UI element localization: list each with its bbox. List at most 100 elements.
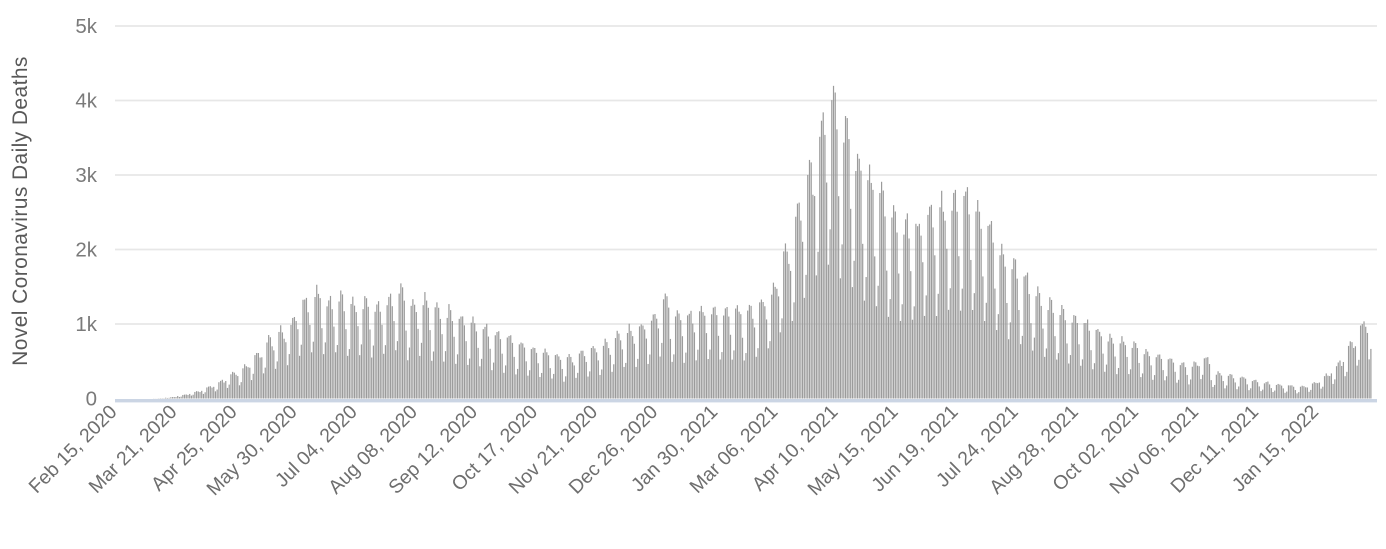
daily-deaths-bar [582, 350, 584, 399]
daily-deaths-bar [735, 308, 737, 399]
daily-deaths-bar [1008, 339, 1010, 399]
daily-deaths-bar [985, 302, 987, 399]
daily-deaths-bar [1356, 365, 1358, 399]
daily-deaths-bar [1287, 385, 1290, 399]
daily-deaths-bar [226, 387, 229, 399]
daily-deaths-bar [860, 170, 862, 399]
daily-deaths-bar [1339, 360, 1341, 399]
daily-deaths-bar [1325, 373, 1327, 399]
daily-deaths-bar [1087, 319, 1089, 399]
daily-deaths-bar [978, 211, 981, 399]
daily-deaths-bar [836, 129, 838, 399]
daily-deaths-bar [1222, 381, 1224, 399]
daily-deaths-bar [652, 314, 654, 399]
daily-deaths-bar [800, 220, 802, 399]
daily-deaths-bar [774, 286, 776, 399]
daily-deaths-bar [1329, 376, 1331, 399]
daily-deaths-bar [1353, 347, 1355, 399]
daily-deaths-bar [1160, 358, 1163, 399]
daily-deaths-bar [1069, 355, 1072, 399]
daily-deaths-bar [417, 328, 419, 399]
daily-deaths-bar [958, 256, 960, 399]
daily-deaths-bar [1054, 336, 1056, 399]
daily-deaths-bar [595, 352, 598, 399]
daily-deaths-bar [355, 312, 357, 399]
daily-deaths-bar [1277, 383, 1279, 399]
daily-deaths-bar [608, 348, 610, 399]
daily-deaths-bar [194, 391, 196, 399]
daily-deaths-bar [323, 354, 325, 399]
daily-deaths-bar [386, 305, 388, 399]
daily-deaths-bar [666, 296, 668, 399]
daily-deaths-bar [405, 330, 407, 399]
daily-deaths-bar [166, 397, 168, 399]
x-axis-baseline [115, 399, 1377, 403]
daily-deaths-bar [668, 307, 670, 399]
daily-deaths-bar [252, 373, 254, 399]
daily-deaths-bar [1080, 365, 1082, 399]
daily-deaths-bar [189, 393, 191, 399]
daily-deaths-bar [613, 364, 615, 399]
daily-deaths-bar [1068, 363, 1070, 399]
daily-deaths-bar [190, 395, 193, 399]
daily-deaths-bar [901, 304, 903, 399]
daily-deaths-bar [999, 255, 1001, 399]
daily-deaths-bar [602, 345, 605, 399]
daily-deaths-bar [796, 203, 799, 399]
daily-deaths-bar [783, 251, 785, 399]
daily-deaths-bar [1320, 388, 1322, 399]
daily-deaths-bar [1128, 374, 1130, 399]
daily-deaths-bar [1129, 369, 1132, 399]
daily-deaths-bar [700, 305, 702, 399]
daily-deaths-bar [266, 342, 268, 399]
daily-deaths-bar [1105, 364, 1108, 399]
daily-deaths-bar [1291, 385, 1293, 399]
daily-deaths-bar [683, 362, 685, 399]
daily-deaths-bar [434, 307, 436, 399]
daily-deaths-bar [1298, 392, 1300, 399]
daily-deaths-bar [1040, 305, 1042, 399]
daily-deaths-bar [971, 309, 974, 399]
daily-deaths-bar [1219, 373, 1221, 399]
daily-deaths-bar [1006, 302, 1008, 399]
daily-deaths-bar [616, 330, 618, 399]
daily-deaths-bar [171, 397, 174, 399]
daily-deaths-bar [331, 309, 333, 399]
daily-deaths-bar [544, 348, 546, 399]
daily-deaths-bar [1265, 382, 1267, 399]
daily-deaths-bar [609, 354, 611, 399]
daily-deaths-bar [923, 315, 926, 399]
daily-deaths-bar [865, 277, 867, 399]
daily-deaths-bar [501, 353, 503, 399]
daily-deaths-bar [642, 325, 644, 399]
daily-deaths-bar [997, 314, 999, 399]
daily-deaths-bar [1131, 347, 1133, 399]
daily-deaths-bar [515, 374, 517, 399]
daily-deaths-bar [487, 336, 490, 399]
daily-deaths-bar [779, 332, 781, 399]
daily-deaths-bar [1140, 377, 1142, 399]
daily-deaths-bar [680, 320, 682, 399]
daily-deaths-bar [474, 323, 476, 399]
daily-deaths-bar [920, 235, 922, 399]
daily-deaths-bar [690, 310, 692, 399]
daily-deaths-bar [177, 396, 179, 399]
daily-deaths-bar [585, 361, 587, 399]
daily-deaths-bar [570, 356, 572, 399]
daily-deaths-bar [1347, 345, 1350, 399]
daily-deaths-bar [1337, 362, 1339, 399]
daily-deaths-bar [1205, 357, 1207, 399]
daily-deaths-bar [1056, 359, 1058, 399]
daily-deaths-bar [820, 120, 823, 399]
daily-deaths-bar [594, 348, 596, 399]
daily-deaths-bar [492, 362, 495, 399]
daily-deaths-bar [192, 394, 194, 399]
daily-deaths-bar [841, 244, 843, 399]
daily-deaths-bar [934, 255, 936, 399]
daily-deaths-bar [1078, 344, 1080, 399]
daily-deaths-bar [523, 347, 526, 399]
daily-deaths-bar [262, 373, 265, 399]
daily-deaths-bar [472, 316, 474, 399]
daily-deaths-bar [1188, 384, 1190, 399]
